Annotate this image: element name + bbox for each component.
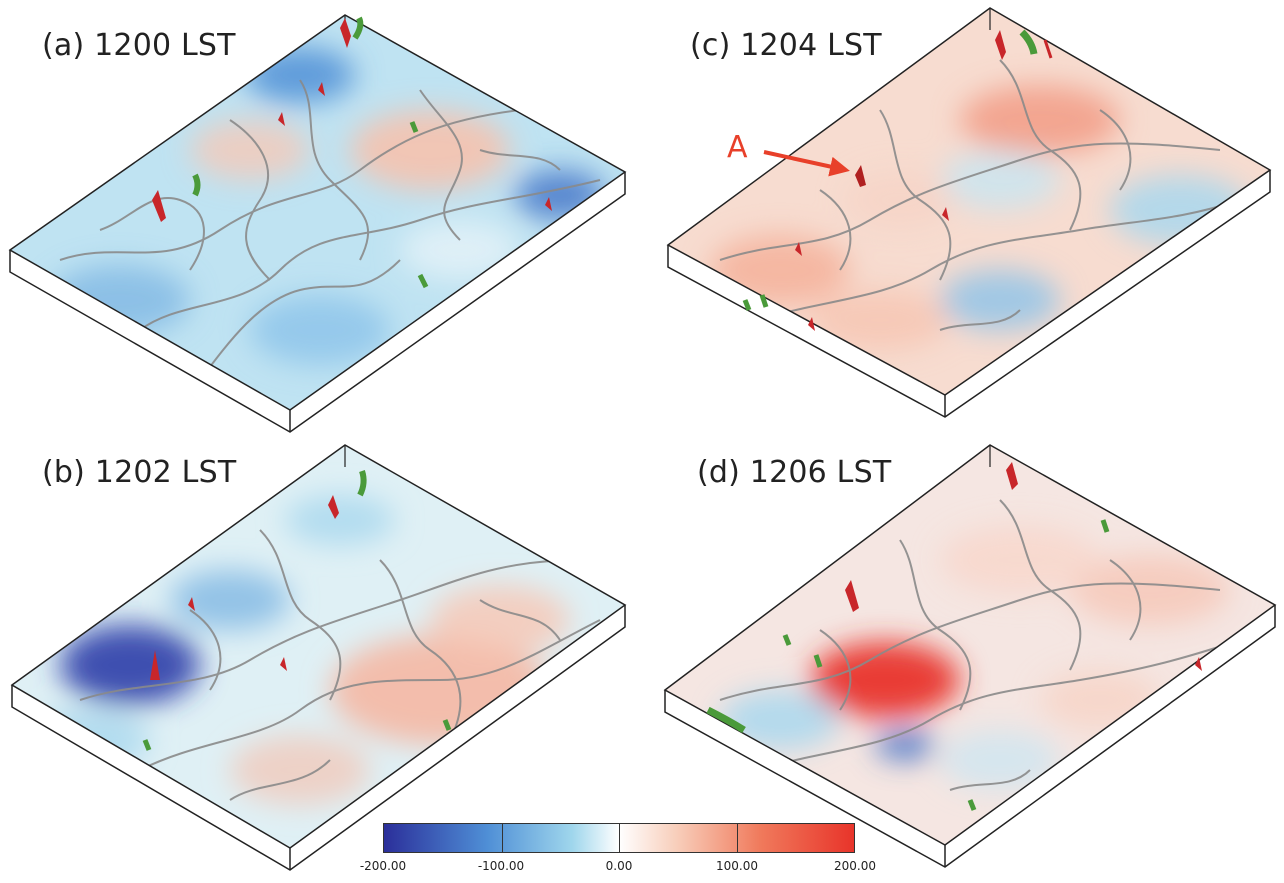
panel-b-vortices	[142, 470, 452, 751]
colorbar-tick-line	[619, 824, 620, 852]
panel-a-field	[50, 47, 605, 381]
panel-c-label: (c) 1204 LST	[690, 28, 882, 63]
annotation-letter-a: A	[727, 130, 748, 165]
panel-d-label: (d) 1206 LST	[697, 455, 892, 490]
panel-a-vortices	[152, 16, 552, 289]
colorbar-tick-line	[501, 824, 503, 852]
annotation-arrow	[763, 150, 850, 177]
panel-b	[10, 444, 627, 871]
panel-a	[8, 14, 627, 433]
colorbar-tick-label: -100.00	[477, 859, 525, 873]
panel-b-label: (b) 1202 LST	[42, 455, 237, 490]
colorbar-tick-label: 100.00	[716, 859, 758, 873]
panel-d-field	[719, 499, 1241, 791]
panel-d	[663, 444, 1277, 868]
panel-c-vortices	[742, 29, 1053, 331]
colorbar	[383, 823, 855, 853]
panel-a-label: (a) 1200 LST	[42, 28, 236, 63]
panel-d-vortices	[706, 462, 1202, 811]
colorbar-tick-line	[736, 824, 738, 852]
panel-c-field	[710, 59, 1250, 350]
colorbar-tick-label: -200.00	[359, 859, 407, 873]
colorbar-tick-label: 0.00	[605, 859, 633, 873]
panel-c	[666, 7, 1272, 418]
colorbar-tick-label: 200.00	[834, 859, 876, 873]
